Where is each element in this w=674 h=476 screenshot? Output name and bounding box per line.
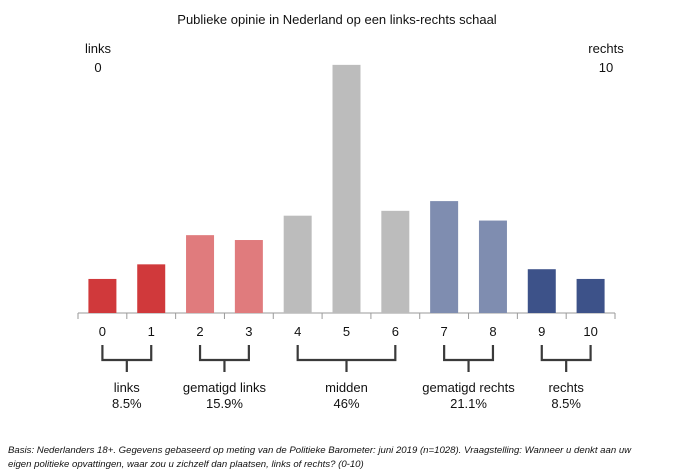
tick-label-6: 6 <box>392 324 399 339</box>
group-share: 8.5% <box>111 396 142 411</box>
group-share: 46% <box>333 396 360 411</box>
tick-label-3: 3 <box>245 324 252 339</box>
group-share: 8.5% <box>551 396 581 411</box>
group-label: midden 46% <box>277 380 417 412</box>
group-name: rechts <box>548 380 584 395</box>
tick-label-0: 0 <box>99 324 106 339</box>
tick-label-10: 10 <box>583 324 597 339</box>
right-end-marker: rechts 10 <box>578 39 634 77</box>
bar-4 <box>283 215 312 313</box>
group-name: gematigd rechts <box>422 380 515 395</box>
group-bracket-2 <box>296 345 397 372</box>
tick-label-7: 7 <box>441 324 448 339</box>
bar-0 <box>88 278 117 313</box>
group-bracket-3 <box>443 345 495 372</box>
bar-9 <box>527 269 556 313</box>
group-label: rechts 8.5% <box>496 380 636 412</box>
group-bracket-4 <box>540 345 592 372</box>
bar-3 <box>234 240 263 313</box>
group-name: midden <box>325 380 368 395</box>
left-end-marker: links 0 <box>80 39 116 77</box>
group-bracket-1 <box>198 345 250 372</box>
group-share: 21.1% <box>450 396 487 411</box>
group-bracket-0 <box>101 345 153 372</box>
group-label: gematigd links 15.9% <box>154 380 294 412</box>
group-label: gematigd rechts 21.1% <box>399 380 539 412</box>
tick-label-2: 2 <box>196 324 203 339</box>
bar-10 <box>576 278 605 313</box>
group-label: links 8.5% <box>57 380 197 412</box>
left-end-value: 0 <box>94 60 102 75</box>
right-end-label: rechts <box>588 41 624 56</box>
group-name: gematigd links <box>182 380 266 395</box>
tick-label-5: 5 <box>343 324 350 339</box>
group-share: 15.9% <box>206 396 243 411</box>
tick-label-8: 8 <box>489 324 496 339</box>
chart-title: Publieke opinie in Nederland op een link… <box>177 12 497 27</box>
left-end-label: links <box>84 41 111 56</box>
tick-label-4: 4 <box>294 324 301 339</box>
bar-8 <box>478 220 507 313</box>
tick-label-1: 1 <box>148 324 155 339</box>
right-end-value: 10 <box>598 60 614 75</box>
bar-1 <box>137 264 166 313</box>
tick-label-9: 9 <box>538 324 545 339</box>
bar-7 <box>430 201 459 313</box>
footnote: Basis: Nederlanders 18+. Gegevens gebase… <box>8 445 632 470</box>
bar-2 <box>186 235 215 313</box>
bar-5 <box>332 64 361 313</box>
bar-6 <box>381 210 410 313</box>
group-name: links <box>113 380 140 395</box>
